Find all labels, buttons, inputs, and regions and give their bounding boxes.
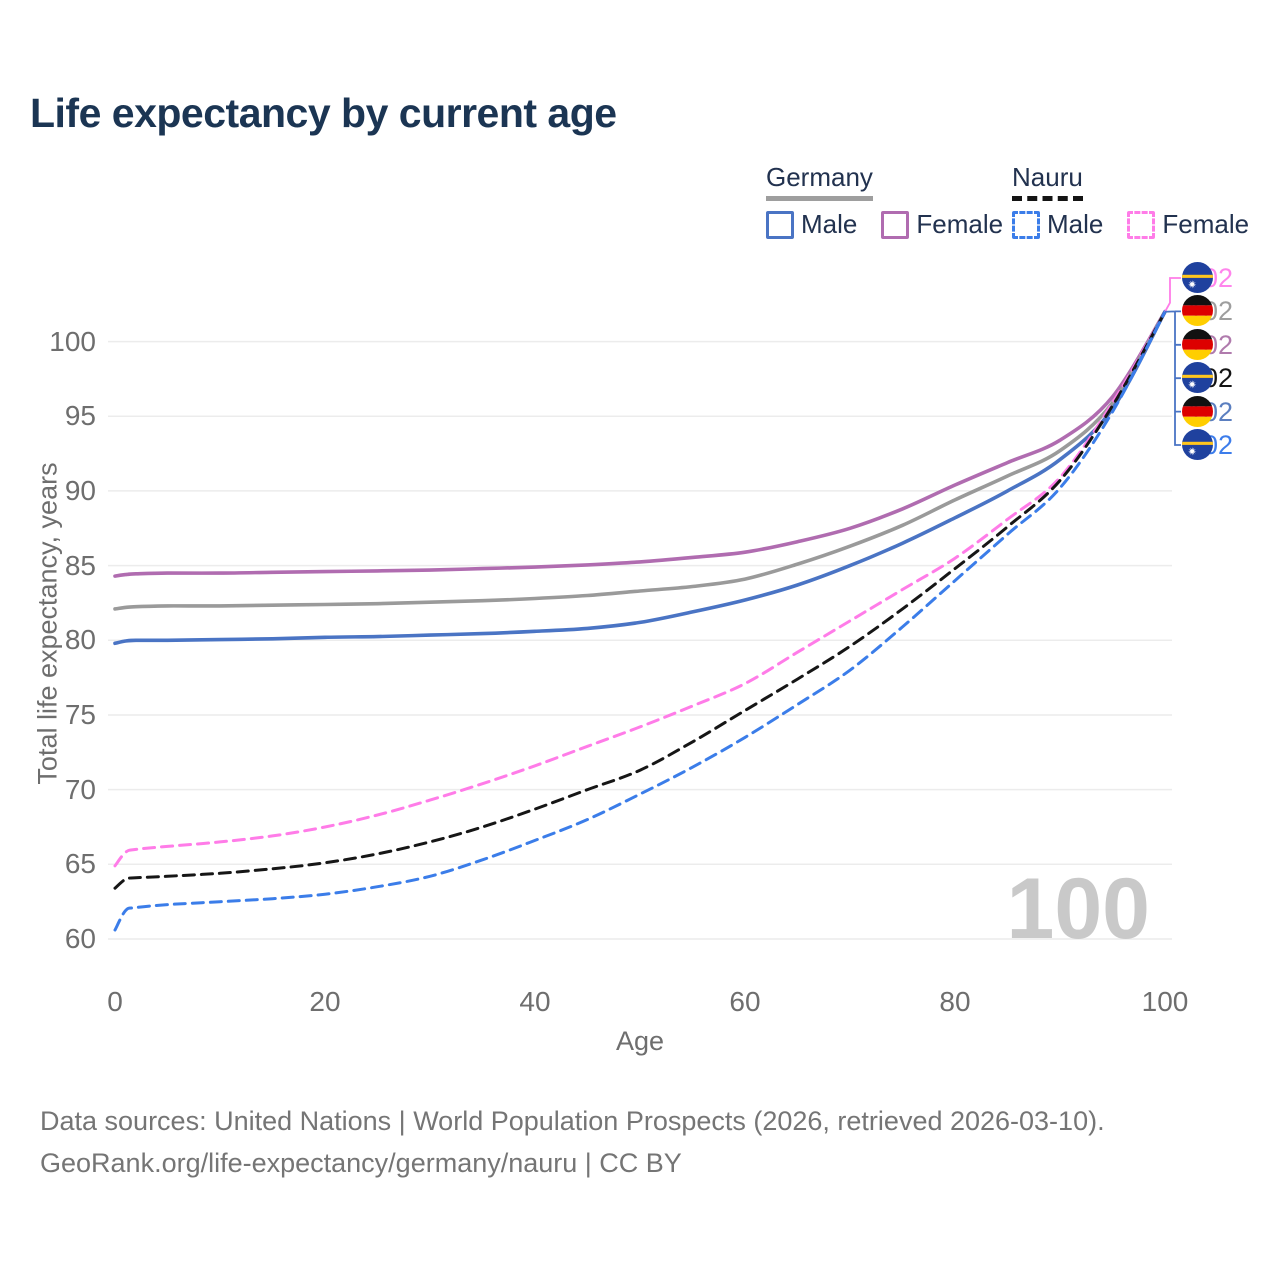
legend-header-germany[interactable]: Germany bbox=[766, 162, 873, 201]
end-value-row: 102 bbox=[1182, 429, 1233, 461]
legend-item-nauru-male[interactable]: Male bbox=[1012, 209, 1103, 240]
series-line-nauru-male[interactable] bbox=[113, 310, 1167, 932]
nauru-male-checkbox[interactable] bbox=[1012, 210, 1040, 239]
y-tick-label: 100 bbox=[49, 325, 96, 357]
leader-line-blue bbox=[1164, 310, 1181, 446]
leader-line-pink bbox=[1164, 277, 1181, 313]
legend-header-nauru[interactable]: Nauru bbox=[1012, 162, 1083, 201]
end-value-row: 102 bbox=[1182, 262, 1233, 294]
x-tick-label: 0 bbox=[107, 986, 123, 1017]
legend-item-germany-male[interactable]: Male bbox=[766, 209, 857, 240]
y-tick-label: 60 bbox=[64, 923, 96, 954]
y-axis-title: Total life expectancy, years bbox=[32, 462, 63, 785]
x-axis-title: Age bbox=[615, 1026, 665, 1056]
germany-female-checkbox[interactable] bbox=[881, 210, 910, 239]
legend-group-nauru: Nauru Male Female bbox=[1012, 162, 1273, 240]
legend-group-germany: Germany Male Female bbox=[766, 162, 1027, 240]
legend-label: Female bbox=[916, 209, 1004, 239]
x-tick-label: 80 bbox=[939, 986, 971, 1017]
germany-flag-icon bbox=[1182, 295, 1213, 327]
x-tick-label: 100 bbox=[1141, 986, 1189, 1017]
series-line-nauru-both[interactable] bbox=[113, 310, 1167, 890]
y-tick-label: 70 bbox=[64, 773, 96, 805]
y-tick-label: 85 bbox=[64, 549, 96, 581]
end-value-row: 102 bbox=[1182, 395, 1233, 428]
end-value-row: 102 bbox=[1182, 295, 1233, 327]
x-tick-label: 40 bbox=[519, 986, 551, 1017]
footer-sources: Data sources: United Nations | World Pop… bbox=[40, 1106, 1105, 1136]
germany-male-checkbox[interactable] bbox=[766, 210, 794, 239]
series-line-germany-both[interactable] bbox=[113, 309, 1167, 611]
page-title: Life expectancy by current age bbox=[30, 90, 617, 136]
series-line-germany-female[interactable] bbox=[113, 309, 1167, 578]
nauru-flag-icon bbox=[1182, 429, 1213, 460]
legend-item-germany-female[interactable]: Female bbox=[881, 209, 1003, 240]
legend-label: Male bbox=[801, 209, 858, 239]
y-tick-label: 95 bbox=[64, 400, 96, 432]
y-tick-label: 90 bbox=[64, 474, 96, 506]
series-line-nauru-female[interactable] bbox=[113, 310, 1167, 868]
legend-label: Male bbox=[1047, 209, 1104, 239]
x-tick-label: 20 bbox=[309, 986, 341, 1017]
plot-area: 100 bbox=[108, 277, 1181, 957]
legend-item-nauru-female[interactable]: Female bbox=[1127, 209, 1249, 240]
age-watermark: 100 bbox=[1007, 861, 1151, 957]
nauru-flag-icon bbox=[1182, 262, 1213, 293]
series-line-germany-male[interactable] bbox=[113, 309, 1167, 646]
y-tick-label: 75 bbox=[64, 698, 96, 730]
nauru-female-checkbox[interactable] bbox=[1127, 210, 1156, 239]
x-tick-label: 60 bbox=[729, 986, 761, 1017]
germany-flag-icon bbox=[1182, 395, 1213, 427]
end-value-row: 102 bbox=[1182, 328, 1233, 361]
end-value-row: 102 bbox=[1182, 362, 1233, 394]
nauru-flag-icon bbox=[1182, 362, 1213, 394]
footer-link: GeoRank.org/life-expectancy/germany/naur… bbox=[40, 1148, 682, 1178]
y-tick-label: 65 bbox=[64, 848, 96, 880]
germany-flag-icon bbox=[1182, 328, 1213, 360]
legend-label: Female bbox=[1162, 209, 1250, 239]
y-tick-label: 80 bbox=[64, 624, 96, 656]
